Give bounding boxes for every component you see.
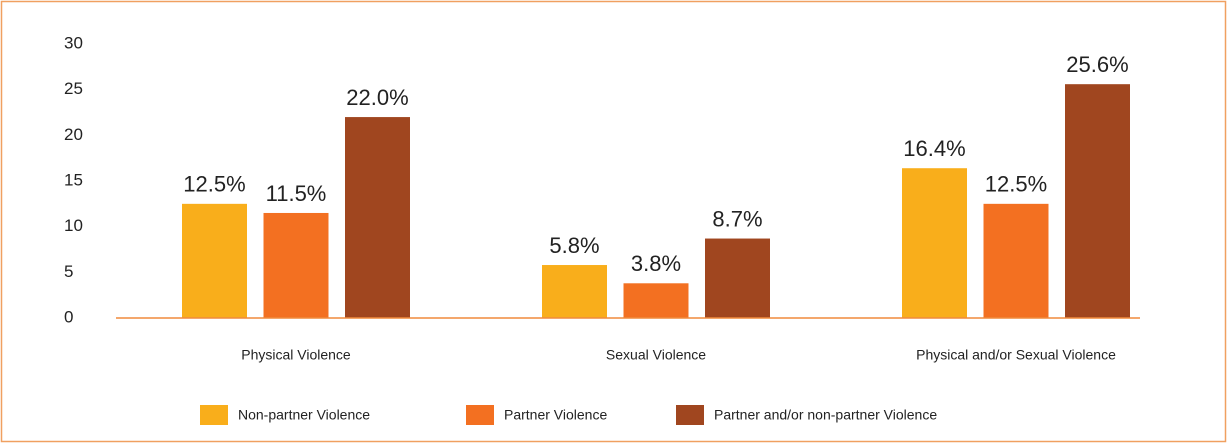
value-label: 3.8% bbox=[631, 251, 681, 276]
value-label: 5.8% bbox=[549, 233, 599, 258]
y-tick-label: 15 bbox=[64, 170, 83, 189]
value-label: 22.0% bbox=[346, 85, 408, 110]
value-label: 8.7% bbox=[712, 206, 762, 231]
bar bbox=[1065, 84, 1130, 318]
value-label: 12.5% bbox=[985, 172, 1047, 197]
legend-label: Partner and/or non-partner Violence bbox=[714, 407, 937, 423]
value-label: 25.6% bbox=[1066, 52, 1128, 77]
y-tick-label: 0 bbox=[64, 307, 73, 326]
legend-label: Partner Violence bbox=[504, 407, 607, 423]
bar bbox=[902, 168, 967, 318]
y-tick-label: 5 bbox=[64, 262, 73, 281]
y-tick-label: 25 bbox=[64, 79, 83, 98]
legend-label: Non-partner Violence bbox=[238, 407, 370, 423]
bar bbox=[345, 117, 410, 318]
value-label: 16.4% bbox=[903, 136, 965, 161]
legend-swatch bbox=[466, 405, 494, 425]
y-tick-label: 10 bbox=[64, 216, 83, 235]
x-tick-label: Physical Violence bbox=[241, 347, 351, 363]
value-label: 11.5% bbox=[266, 181, 327, 206]
legend-swatch bbox=[200, 405, 228, 425]
y-tick-label: 20 bbox=[64, 125, 83, 144]
bar bbox=[623, 283, 689, 318]
bar bbox=[542, 265, 607, 318]
bar bbox=[705, 238, 770, 318]
bar bbox=[983, 203, 1049, 318]
bar bbox=[182, 203, 247, 318]
bar bbox=[263, 212, 329, 318]
x-tick-label: Sexual Violence bbox=[606, 347, 706, 363]
x-tick-label: Physical and/or Sexual Violence bbox=[916, 347, 1116, 363]
legend-swatch bbox=[676, 405, 704, 425]
y-tick-label: 30 bbox=[64, 33, 83, 52]
value-label: 12.5% bbox=[183, 172, 245, 197]
